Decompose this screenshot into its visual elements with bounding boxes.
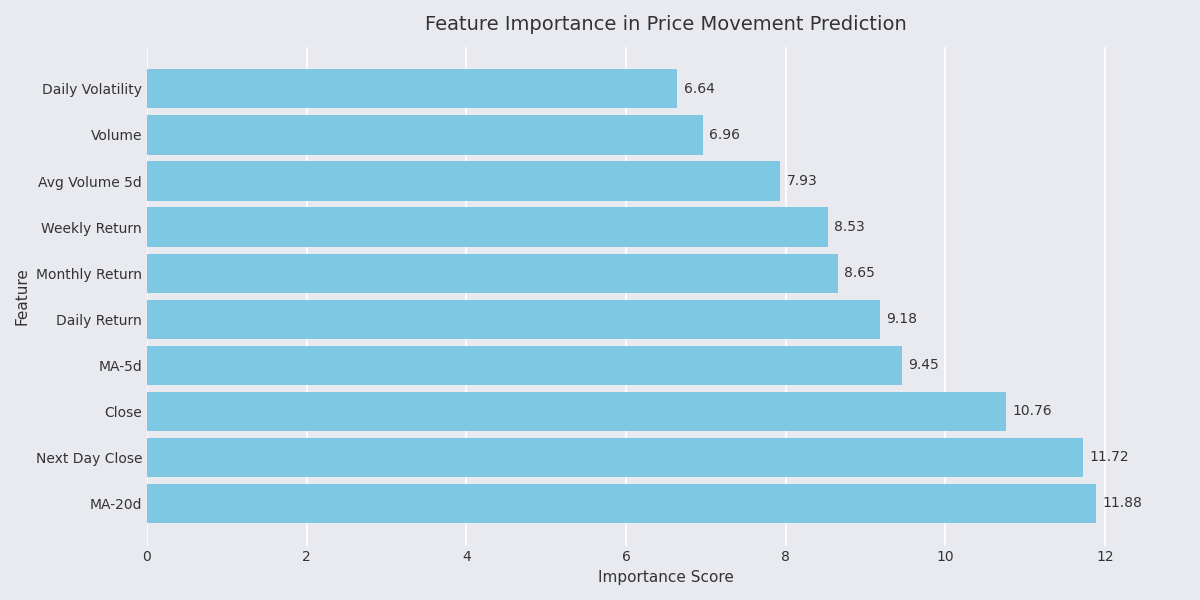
Bar (146, 299, 880, 339)
Bar (146, 254, 838, 293)
Text: 9.18: 9.18 (887, 312, 917, 326)
Bar (146, 438, 1082, 477)
Text: 11.88: 11.88 (1102, 496, 1142, 511)
X-axis label: Importance Score: Importance Score (598, 570, 734, 585)
Bar (146, 70, 677, 109)
Text: 6.96: 6.96 (709, 128, 740, 142)
Text: 6.64: 6.64 (684, 82, 714, 96)
Text: 8.65: 8.65 (844, 266, 875, 280)
Bar (146, 392, 1006, 431)
Bar (146, 346, 901, 385)
Bar (146, 484, 1096, 523)
Text: 7.93: 7.93 (786, 174, 817, 188)
Text: 10.76: 10.76 (1013, 404, 1052, 418)
Bar (146, 208, 828, 247)
Text: 11.72: 11.72 (1090, 450, 1129, 464)
Text: 8.53: 8.53 (834, 220, 865, 234)
Y-axis label: Feature: Feature (14, 267, 30, 325)
Bar (146, 115, 703, 155)
Bar (146, 161, 780, 200)
Text: 9.45: 9.45 (908, 358, 938, 372)
Title: Feature Importance in Price Movement Prediction: Feature Importance in Price Movement Pre… (425, 15, 907, 34)
